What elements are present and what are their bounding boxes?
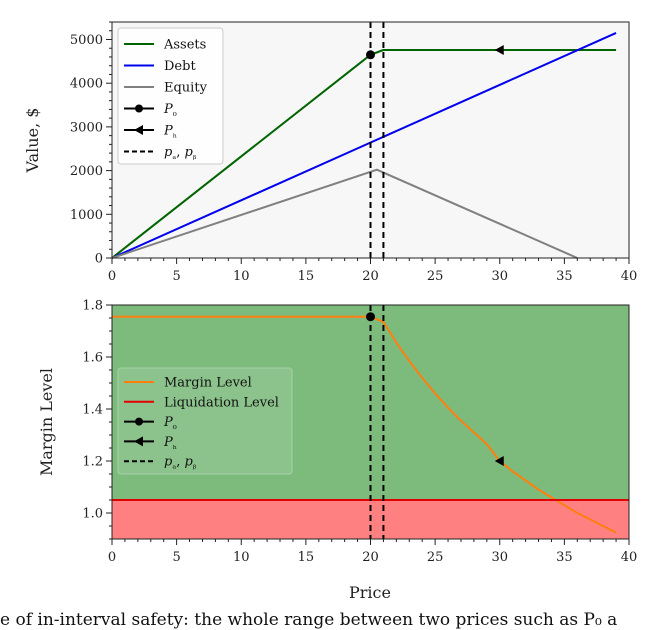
marker-ph (494, 456, 504, 466)
marker-p0 (366, 50, 375, 60)
y-tick-label: 1.6 (82, 351, 103, 366)
y-tick-label: 2000 (70, 164, 103, 179)
legend-label: pₐ, pᵦ (164, 145, 197, 162)
x-tick-label: 35 (556, 550, 573, 565)
x-tick-label: 0 (108, 550, 116, 565)
bottom-y-axis-label: Margin Level (37, 368, 56, 476)
x-tick-label: 30 (491, 269, 508, 284)
series-line-margin-level (112, 315, 617, 534)
marker-p0 (366, 312, 375, 322)
legend-handle-triangle (134, 125, 143, 135)
x-tick-label: 15 (298, 550, 315, 565)
series-line-equity (111, 168, 578, 259)
bottom-x-axis-label: Price (349, 583, 391, 602)
top-y-axis: 0 1000 2000 3000 4000 5000 (70, 21, 112, 267)
x-tick-label: 35 (556, 269, 573, 284)
legend-label: Liquidation Level (164, 395, 279, 410)
x-tick-label: 40 (621, 550, 638, 565)
x-tick-label: 5 (172, 269, 180, 284)
legend-label: Equity (164, 81, 208, 96)
x-tick-label: 30 (491, 550, 508, 565)
figure: 0 5 10 15 20 25 30 35 40 0 1000 2000 3000 4000 5000 V… (23, 21, 637, 603)
y-tick-label: 1000 (70, 208, 103, 223)
legend-label: pₐ, pᵦ (164, 455, 197, 472)
x-tick-label: 5 (172, 550, 180, 565)
x-tick-label: 20 (362, 550, 379, 565)
bottom-legend-items: Margin Level Liquidation Level P₀ Pₕ pₐ, pᵦ (124, 376, 279, 472)
top-legend-items: Assets Debt Equity P₀ Pₕ pₐ, pᵦ (124, 38, 208, 162)
y-tick-label: 1.0 (82, 507, 103, 522)
bottom-vlines-group (369, 305, 385, 539)
y-tick-label: 0 (95, 252, 103, 267)
top-y-axis-label: Value, $ (23, 108, 42, 174)
y-tick-label: 1.8 (82, 299, 103, 314)
legend-handle-circle (135, 417, 143, 426)
top-markers-group (366, 44, 504, 60)
bottom-legend-box (117, 367, 293, 475)
legend-label: Pₕ (163, 124, 177, 141)
x-tick-label: 25 (427, 269, 444, 284)
x-tick-label: 40 (621, 269, 638, 284)
y-tick-label: 3000 (70, 120, 103, 135)
y-tick-label: 1.4 (82, 403, 103, 418)
legend-label: Debt (164, 59, 196, 74)
bottom-markers-group (366, 312, 504, 466)
x-tick-label: 0 (108, 269, 116, 284)
y-tick-label: 5000 (70, 33, 103, 48)
legend-label: P₀ (163, 415, 177, 432)
top-chart: 0 5 10 15 20 25 30 35 40 0 1000 2000 3000 4000 5000 V… (23, 21, 637, 284)
bottom-legend: Margin Level Liquidation Level P₀ Pₕ pₐ, pᵦ (117, 367, 293, 475)
legend-label: Assets (163, 38, 206, 53)
y-tick-label: 1.2 (82, 455, 103, 470)
bottom-x-axis: 0 5 10 15 20 25 30 35 40 (108, 539, 637, 565)
x-tick-label: 10 (233, 550, 250, 565)
x-tick-label: 15 (298, 269, 315, 284)
bottom-chart: 0 5 10 15 20 25 30 35 40 1.0 1.2 1.4 1.6 1.8 Margin … (37, 299, 637, 603)
legend-label: Margin Level (164, 376, 252, 391)
x-tick-label: 20 (362, 269, 379, 284)
bottom-y-axis: 1.0 1.2 1.4 1.6 1.8 (82, 299, 112, 540)
series-line-debt (111, 32, 617, 259)
top-legend: Assets Debt Equity P₀ Pₕ pₐ, pᵦ (117, 27, 224, 165)
caption-text: e of in-interval safety: the whole range… (0, 610, 618, 630)
x-tick-label: 10 (233, 269, 250, 284)
legend-label: Pₕ (163, 435, 177, 452)
legend-label: P₀ (163, 102, 177, 119)
top-x-axis: 0 5 10 15 20 25 30 35 40 (108, 258, 637, 284)
x-tick-label: 25 (427, 550, 444, 565)
legend-handle-circle (135, 104, 143, 113)
legend-handle-triangle (134, 436, 143, 447)
marker-ph (494, 44, 504, 55)
y-tick-label: 4000 (70, 77, 103, 92)
